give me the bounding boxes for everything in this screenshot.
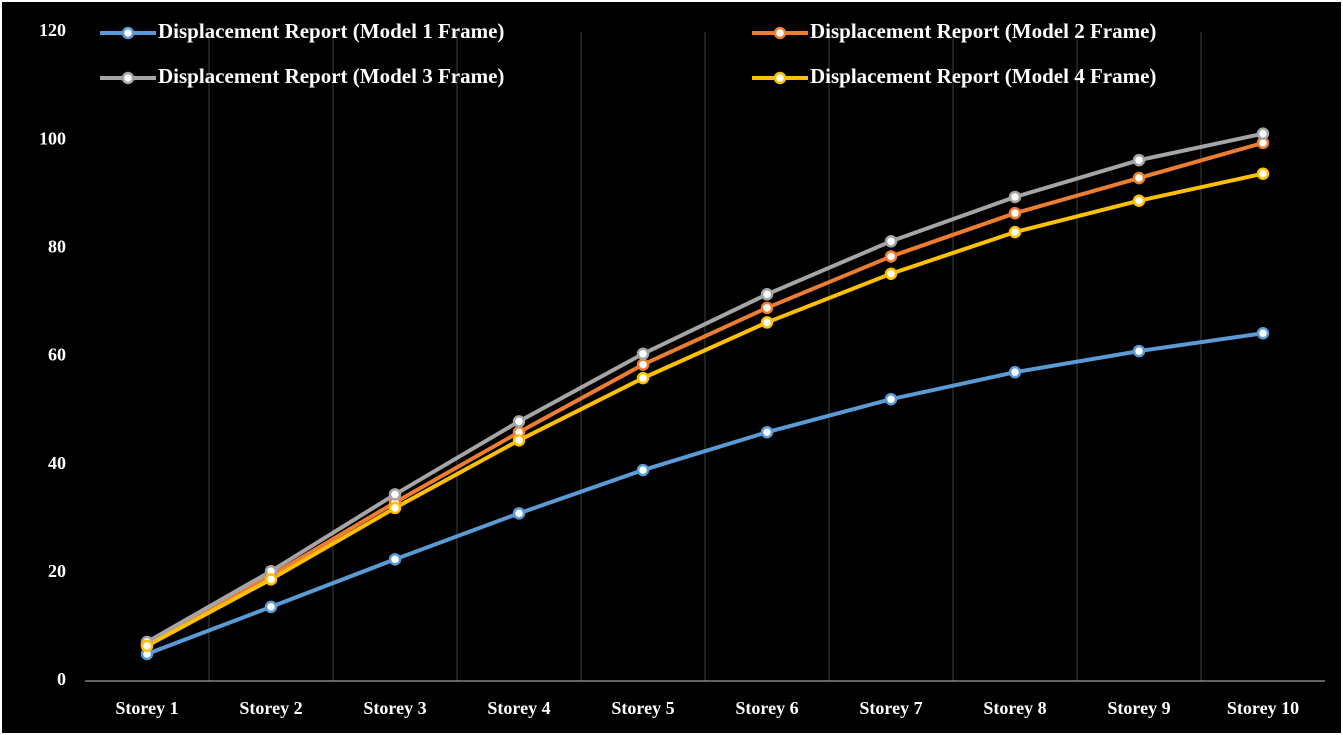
data-point [760, 316, 774, 329]
y-tick-label: 20 [48, 561, 66, 581]
x-tick-label: Storey 5 [611, 698, 674, 718]
legend-marker [773, 71, 787, 85]
x-tick-label: Storey 3 [363, 698, 426, 718]
data-point [1132, 171, 1146, 185]
y-tick-label: 120 [39, 20, 66, 40]
data-point [512, 415, 526, 428]
data-point [388, 501, 402, 515]
y-tick-label: 0 [57, 669, 66, 689]
data-point [884, 250, 898, 263]
x-tick-label: Storey 7 [859, 698, 922, 718]
data-point [884, 392, 898, 406]
series-line [146, 171, 1264, 648]
legend-label: Displacement Report (Model 1 Frame) [158, 19, 504, 43]
data-point [264, 573, 278, 586]
data-point [884, 267, 898, 281]
series-line [146, 131, 1264, 644]
y-tick-label: 80 [48, 236, 66, 256]
legend-label: Displacement Report (Model 4 Frame) [810, 64, 1156, 88]
x-tick-label: Storey 10 [1227, 698, 1299, 718]
data-point [140, 639, 154, 653]
legend-marker [121, 71, 135, 85]
legend-label: Displacement Report (Model 2 Frame) [810, 19, 1156, 43]
data-point [760, 288, 774, 301]
data-point [636, 358, 650, 371]
data-point [636, 347, 650, 361]
x-tick-label: Storey 2 [239, 698, 302, 718]
y-tick-label: 40 [48, 453, 66, 473]
x-tick-label: Storey 6 [735, 698, 798, 718]
data-point [760, 425, 774, 439]
data-point [512, 434, 526, 447]
y-tick-label: 60 [48, 345, 66, 365]
data-point [1008, 365, 1022, 379]
x-tick-label: Storey 9 [1107, 698, 1170, 718]
data-point [1132, 153, 1146, 167]
x-tick-label: Storey 8 [983, 698, 1046, 718]
data-point [1256, 167, 1270, 180]
data-point [388, 488, 402, 501]
legend-marker [773, 26, 787, 40]
data-point [884, 235, 898, 248]
data-point [1008, 190, 1022, 204]
x-tick-label: Storey 4 [487, 698, 550, 718]
data-point [512, 507, 526, 520]
data-point [1256, 127, 1270, 140]
series-line [146, 331, 1264, 656]
data-point [636, 463, 650, 477]
series-line [146, 140, 1264, 646]
x-tick-label: Storey 1 [115, 698, 178, 718]
legend-marker [121, 26, 135, 40]
data-point [636, 371, 650, 385]
legend-label: Displacement Report (Model 3 Frame) [158, 64, 504, 88]
data-point [264, 600, 278, 614]
data-point [1008, 206, 1022, 220]
data-point [1132, 344, 1146, 358]
data-point [388, 553, 402, 566]
data-point [760, 301, 774, 315]
data-point [1132, 194, 1146, 207]
data-point [1256, 326, 1270, 340]
y-tick-label: 100 [39, 128, 66, 148]
data-point [1008, 225, 1022, 239]
